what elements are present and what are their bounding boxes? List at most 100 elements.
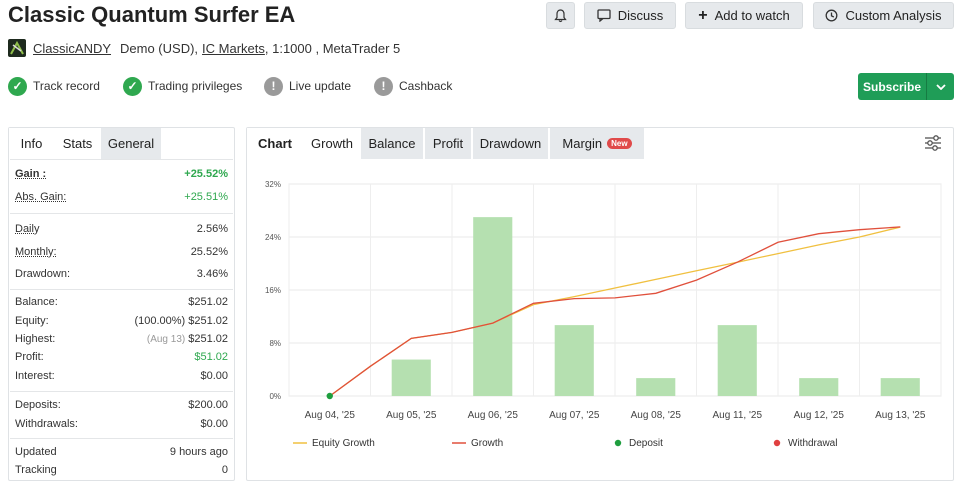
exclamation-icon: ! (374, 76, 393, 96)
stat-monthly: Monthly: 25.52% (15, 243, 228, 261)
stat-highest: Highest: (Aug 13) $251.02 (15, 330, 228, 348)
badge-track-record: ✓ Track record (8, 75, 100, 97)
legend-label: Equity Growth (312, 438, 375, 449)
author-info: ClassicANDY Demo (USD), IC Markets , 1:1… (8, 38, 400, 58)
stat-abs-gain: Abs. Gain: +25.51% (15, 188, 228, 206)
bar (473, 217, 513, 396)
stat-value-group: (100.00%) $251.02 (134, 315, 228, 327)
chart-tabs: Chart Growth Balance Profit Drawdown Mar… (247, 128, 953, 159)
stat-balance: Balance: $251.02 (15, 293, 228, 311)
tab-margin-label: Margin (562, 136, 603, 151)
new-badge: New (607, 138, 632, 149)
bar (880, 378, 920, 396)
stat-value: $0.00 (200, 418, 228, 430)
stat-label: Profit: (15, 351, 44, 363)
subscribe-button-group: Subscribe (858, 73, 954, 100)
x-tick-label: Aug 12, '25 (794, 410, 845, 421)
tab-info[interactable]: Info (9, 128, 54, 159)
y-tick-label: 32% (265, 180, 281, 189)
check-icon: ✓ (123, 76, 142, 96)
x-tick-label: Aug 05, '25 (386, 410, 437, 421)
x-tick-label: Aug 04, '25 (305, 410, 356, 421)
stat-tracking: Tracking 0 (15, 461, 228, 479)
stats-panel: Info Stats General Gain : +25.52% Abs. G… (8, 127, 235, 481)
tab-chart[interactable]: Chart (247, 128, 303, 159)
growth-chart: 32% 24% 16% 8% 0% Aug 04, '25 Aug 05, '25 Aug 0… (265, 180, 942, 449)
tab-profit[interactable]: Profit (425, 128, 471, 159)
author-link[interactable]: ClassicANDY (33, 40, 112, 56)
chart-panel: Chart Growth Balance Profit Drawdown Mar… (246, 127, 954, 481)
badge-label: Live update (289, 79, 352, 93)
stat-note: (100.00%) (134, 315, 186, 327)
stat-value: +25.52% (184, 168, 228, 180)
stat-value: $200.00 (188, 399, 228, 411)
badge-live-update: ! Live update (264, 75, 351, 97)
stat-label: Highest: (15, 333, 56, 345)
badge-cashback: ! Cashback (374, 75, 452, 97)
stat-label: Balance: (15, 296, 58, 308)
legend-dot-marker (773, 439, 781, 447)
stat-interest: Interest: $0.00 (15, 367, 228, 385)
stat-value: $251.02 (188, 333, 228, 345)
stat-note: (Aug 13) (146, 334, 186, 345)
divider (10, 438, 233, 439)
subscribe-button[interactable]: Subscribe (858, 73, 927, 100)
stat-equity: Equity: (100.00%) $251.02 (15, 312, 228, 330)
x-tick-label: Aug 06, '25 (468, 410, 519, 421)
tab-general[interactable]: General (101, 128, 161, 159)
stat-value: $251.02 (188, 296, 228, 308)
y-tick-label: 24% (265, 233, 281, 242)
stat-value-group: (Aug 13) $251.02 (147, 333, 228, 345)
subscribe-dropdown-button[interactable] (927, 73, 954, 100)
discuss-button[interactable]: Discuss (584, 2, 676, 29)
clock-icon (826, 9, 838, 22)
x-tick-label: Aug 08, '25 (631, 410, 682, 421)
comment-icon (597, 9, 611, 22)
stat-value: 2.56% (196, 223, 228, 235)
page-title: Classic Quantum Surfer EA (8, 2, 296, 27)
add-to-watch-label: Add to watch (714, 8, 790, 23)
tab-growth[interactable]: Growth (303, 128, 361, 159)
stat-daily: Daily 2.56% (15, 220, 228, 238)
bar (554, 325, 594, 396)
badge-label: Cashback (399, 79, 453, 93)
legend-label: Withdrawal (788, 438, 837, 449)
growth-line (329, 226, 901, 397)
tab-margin[interactable]: Margin New (550, 128, 644, 159)
divider (10, 391, 233, 392)
legend-dot-marker (614, 439, 622, 447)
chevron-down-icon (935, 83, 946, 90)
stat-label: Tracking (15, 464, 57, 476)
notification-button[interactable] (546, 2, 575, 29)
legend-label: Growth (471, 438, 503, 449)
discuss-label: Discuss (617, 8, 664, 23)
divider (10, 289, 233, 290)
stat-value: $51.02 (194, 351, 228, 363)
stat-updated: Updated 9 hours ago (15, 443, 228, 461)
tab-drawdown[interactable]: Drawdown (473, 128, 548, 159)
exclamation-icon: ! (264, 76, 283, 96)
stat-label: Monthly: (15, 246, 57, 258)
x-tick-label: Aug 13, '25 (875, 410, 926, 421)
sliders-icon (925, 135, 941, 151)
add-to-watch-button[interactable]: + Add to watch (685, 2, 803, 29)
broker-link[interactable]: IC Markets (202, 40, 265, 56)
tab-balance[interactable]: Balance (361, 128, 423, 159)
badge-label: Trading privileges (148, 79, 243, 93)
bar (636, 378, 676, 396)
stat-label: Drawdown: (15, 268, 71, 280)
stat-label: Deposits: (15, 399, 61, 411)
stat-value: 3.46% (196, 268, 228, 280)
plus-icon: + (698, 6, 708, 24)
stat-label: Daily (15, 223, 40, 235)
check-icon: ✓ (8, 76, 27, 96)
y-tick-label: 0% (269, 392, 281, 401)
badge-trading-privileges: ✓ Trading privileges (123, 75, 242, 97)
custom-analysis-label: Custom Analysis (845, 8, 942, 23)
chart-settings-button[interactable] (924, 134, 942, 157)
tab-stats[interactable]: Stats (54, 128, 101, 159)
bell-icon (554, 8, 567, 22)
avatar[interactable] (8, 39, 26, 57)
custom-analysis-button[interactable]: Custom Analysis (813, 2, 954, 29)
stat-drawdown: Drawdown: 3.46% (15, 265, 228, 283)
